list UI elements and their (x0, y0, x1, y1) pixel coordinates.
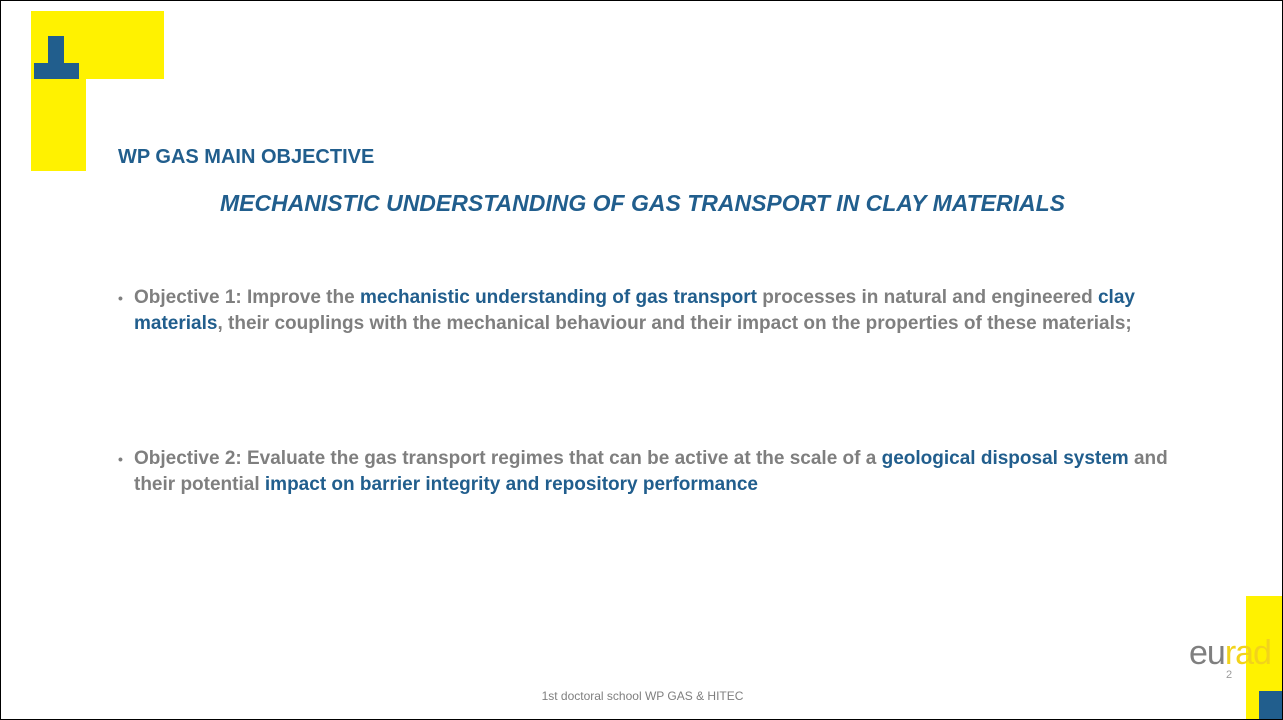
title: WP GAS MAIN OBJECTIVE (118, 146, 375, 168)
text: and their potential (134, 448, 1168, 495)
deco-blue (34, 63, 79, 79)
footer: 1st doctoral school WP GAS & HITEC (541, 689, 744, 703)
deco-yellow-strip (31, 11, 86, 171)
emphasis-text: geological disposal system (881, 448, 1129, 469)
text: Objective 1: Improve the (134, 287, 360, 308)
logo-text: rad (1224, 634, 1272, 672)
subtitle: MECHANISTIC UNDERSTANDING OF GAS TRANSPO… (219, 190, 1066, 216)
text: Objective 2: Evaluate the gas transport … (134, 448, 882, 469)
bullet: Objective 2: Evaluate the gas transport … (118, 446, 1209, 498)
emphasis-text: mechanistic understanding of gas transpo… (359, 287, 757, 308)
logo: eurad (1189, 634, 1272, 673)
page-number: 2 (1226, 669, 1233, 681)
logo-text: eu (1189, 634, 1226, 672)
text: processes in natural and engineered (756, 287, 1098, 308)
bullet: Objective 1: Improve the mechanistic und… (118, 285, 1209, 337)
text: , their couplings with the mechanical be… (217, 313, 1132, 334)
emphasis-text: clay materials (134, 287, 1135, 334)
emphasis-text: impact on barrier integrity and reposito… (264, 474, 758, 495)
deco-blue (1259, 691, 1282, 719)
